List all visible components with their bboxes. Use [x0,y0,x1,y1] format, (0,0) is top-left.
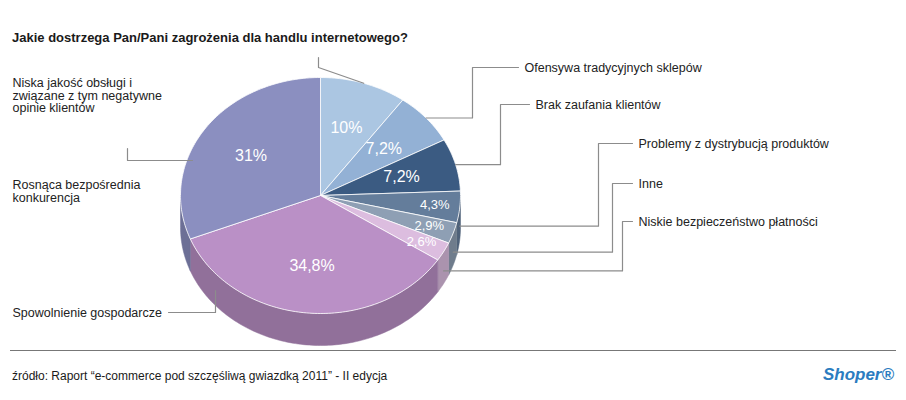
svg-text:2,6%: 2,6% [407,234,437,249]
svg-text:Problemy z dystrybucją produkt: Problemy z dystrybucją produktów [639,137,830,151]
svg-text:31%: 31% [235,147,267,164]
svg-text:Spowolnienie gospodarcze: Spowolnienie gospodarcze [13,306,162,320]
svg-text:Niska jakość obsługi izwiązane: Niska jakość obsługi izwiązane z tym neg… [13,76,162,115]
svg-text:10%: 10% [330,119,362,136]
html-text:źródło: Raport “e-commerce pod: źródło: Raport “e-commerce pod szczęśliw… [12,369,388,383]
svg-text:7,2%: 7,2% [383,168,419,185]
svg-text:7,2%: 7,2% [366,140,402,157]
html-text:Shoper®: Shoper® [822,365,894,384]
svg-text:4,3%: 4,3% [420,197,450,212]
svg-text:Rosnąca bezpośredniakonkurencj: Rosnąca bezpośredniakonkurencja [13,178,141,205]
svg-text:Brak zaufania klientów: Brak zaufania klientów [536,98,662,112]
svg-text:Ofensywa tradycyjnych sklepów: Ofensywa tradycyjnych sklepów [525,61,703,75]
svg-text:2,9%: 2,9% [415,218,445,233]
html-text:Jakie dostrzega Pan/Pani zagro: Jakie dostrzega Pan/Pani zagrożenia dla … [12,30,408,45]
svg-text:Niskie bezpieczeństwo płatnośc: Niskie bezpieczeństwo płatności [639,215,818,229]
svg-text:34,8%: 34,8% [289,257,334,274]
svg-text:Inne: Inne [639,177,663,191]
